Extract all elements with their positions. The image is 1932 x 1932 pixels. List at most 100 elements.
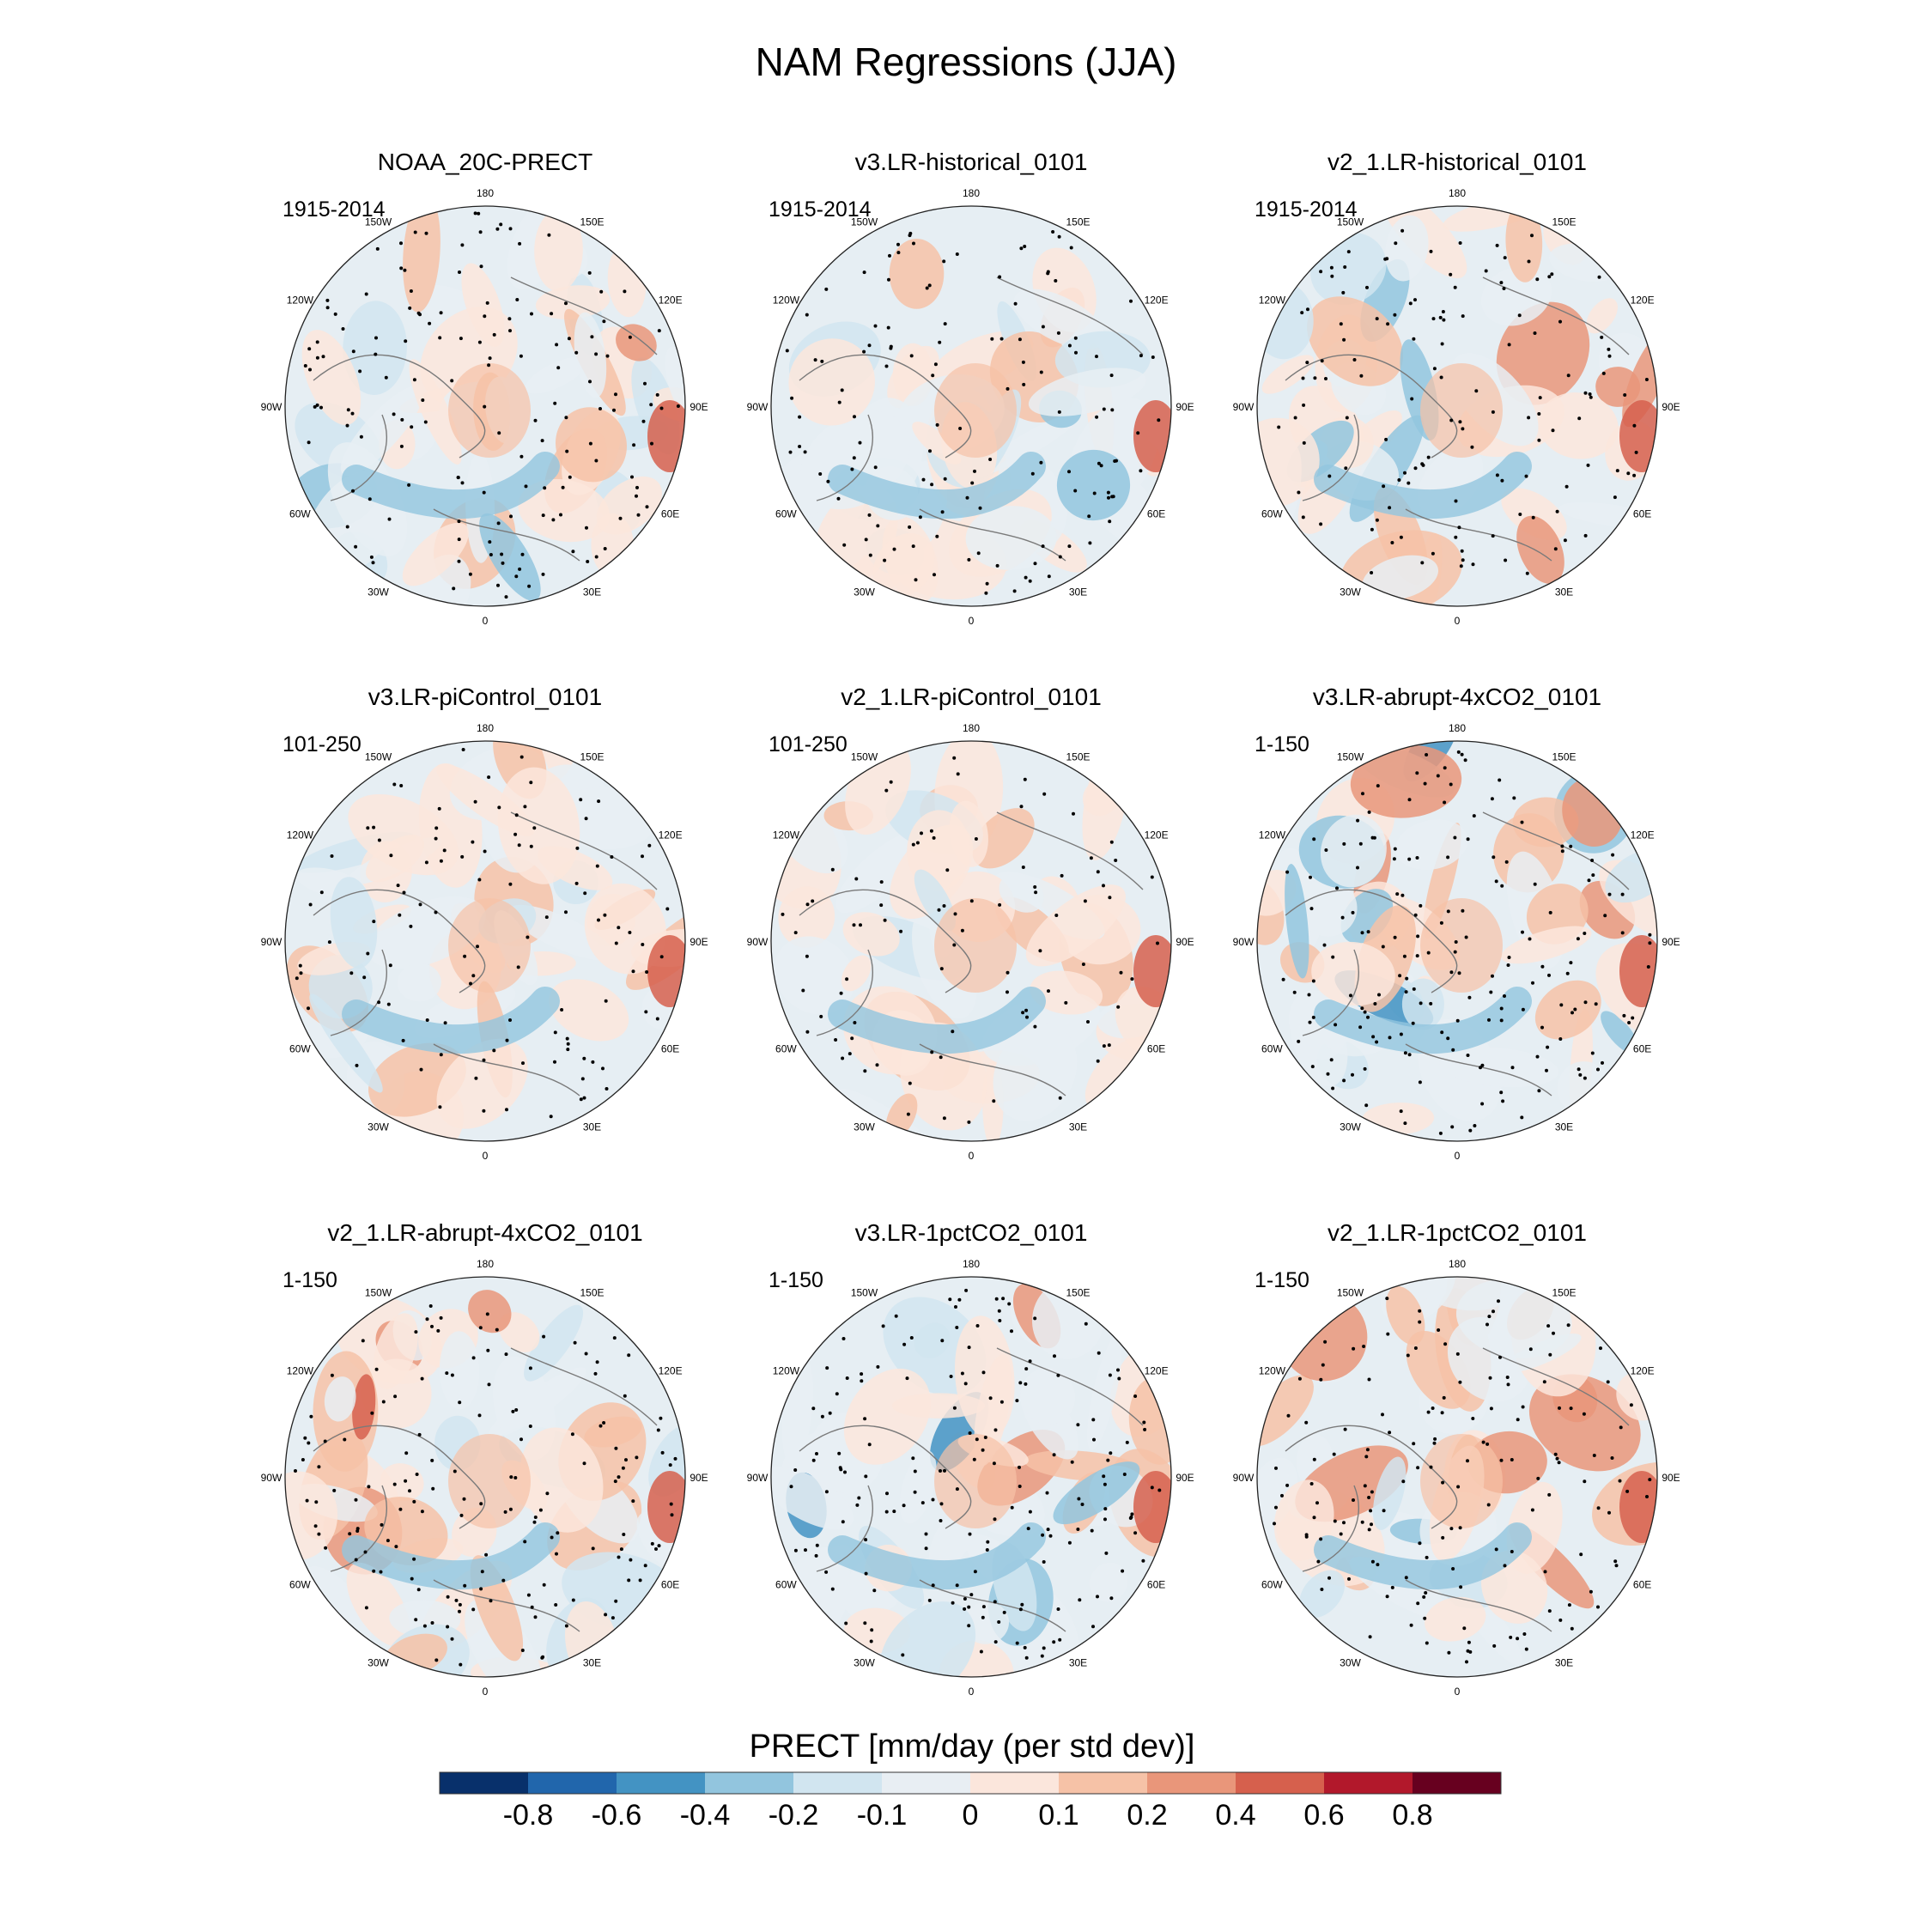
significance-dot (1447, 1650, 1451, 1655)
anomaly-patch (468, 1290, 512, 1334)
significance-dot (624, 1458, 628, 1462)
significance-dot (1501, 1099, 1505, 1103)
significance-dot (1335, 886, 1339, 890)
significance-dot (370, 1411, 374, 1415)
significance-dot (1024, 575, 1028, 580)
significance-dot (407, 483, 411, 487)
significance-dot (1381, 945, 1385, 949)
longitude-label: 150W (1337, 216, 1364, 228)
anomaly-patch (1307, 296, 1404, 386)
significance-dot (932, 835, 936, 840)
significance-dot (1073, 336, 1078, 340)
significance-dot (550, 312, 554, 316)
significance-dot (951, 1030, 955, 1034)
significance-dot (1583, 533, 1588, 538)
coastline (1285, 354, 1458, 459)
significance-dot (864, 1474, 868, 1479)
significance-dot (1293, 416, 1297, 420)
significance-dot (948, 1297, 952, 1302)
significance-dot (1426, 1410, 1431, 1414)
significance-dot (1310, 1065, 1315, 1069)
map-field (285, 206, 685, 606)
panel-title: v2_1.LR-piControl_0101 (841, 683, 1102, 710)
significance-dot (955, 252, 959, 256)
significance-dot (1543, 1570, 1547, 1574)
significance-dot (1550, 272, 1554, 276)
significance-dot (1494, 879, 1498, 884)
anomaly-patch (974, 411, 1082, 477)
longitude-label: 30E (583, 1657, 601, 1669)
anomaly-patch (1028, 368, 1146, 416)
significance-dot (513, 1476, 518, 1479)
significance-dot (1531, 981, 1534, 985)
longitude-label: 150E (1552, 216, 1576, 228)
significance-dot (1095, 355, 1098, 359)
anomaly-patch (301, 330, 361, 426)
significance-dot (906, 1112, 910, 1116)
significance-dot (819, 1014, 823, 1018)
significance-dot (508, 1507, 513, 1511)
longitude-label: 60W (289, 1579, 311, 1591)
significance-dot (981, 1448, 985, 1452)
anomaly-patch (1496, 301, 1590, 405)
longitude-label: 90W (747, 1472, 769, 1484)
significance-dot (375, 246, 380, 251)
significance-dot (649, 403, 653, 407)
longitude-label: 30W (368, 586, 389, 598)
significance-dot (555, 1552, 558, 1556)
significance-dot (627, 1353, 631, 1358)
significance-dot (1485, 1442, 1490, 1446)
significance-dot (332, 1488, 337, 1492)
significance-dot (1407, 798, 1412, 802)
significance-dot (499, 222, 503, 227)
anomaly-patch (1056, 449, 1131, 521)
significance-dot (1365, 285, 1369, 289)
significance-dot (476, 945, 479, 949)
anomaly-patch (1297, 878, 1358, 937)
map-boundary (770, 1276, 1172, 1678)
significance-dot (613, 1479, 617, 1484)
significance-dot (969, 1593, 974, 1597)
significance-dot (842, 543, 847, 547)
significance-dot (1521, 1405, 1525, 1409)
significance-dot (1002, 1610, 1006, 1614)
map-boundary (284, 1276, 686, 1678)
significance-dot (945, 868, 950, 872)
significance-dot (1121, 1569, 1125, 1573)
longitude-label: 60W (775, 1043, 797, 1055)
significance-dot (1102, 1044, 1106, 1048)
longitude-label: 90E (690, 936, 708, 948)
significance-dot (533, 1516, 538, 1519)
map-panel: v2_1.LR-1pctCO2_01011-150180150E120E90E6… (1233, 1219, 1680, 1698)
significance-dot (876, 524, 880, 528)
longitude-label: 30W (1340, 1657, 1361, 1669)
significance-dot (519, 354, 523, 358)
significance-dot (541, 513, 545, 518)
significance-dot (1481, 1440, 1485, 1444)
significance-dot (1606, 1380, 1610, 1384)
significance-dot (853, 415, 856, 419)
significance-dot (1570, 1626, 1574, 1631)
significance-dot (1632, 423, 1637, 428)
significance-dot (1404, 990, 1408, 994)
longitude-label: 150W (365, 750, 392, 762)
significance-dot (1471, 562, 1475, 567)
significance-dot (1530, 234, 1534, 238)
colorbar-swatch (528, 1772, 617, 1794)
significance-dot (324, 1546, 328, 1550)
longitude-label: 120W (1259, 295, 1286, 307)
significance-dot (967, 1346, 971, 1350)
significance-dot (896, 242, 900, 246)
significance-dot (1358, 1025, 1363, 1030)
significance-dot (496, 521, 501, 526)
significance-dot (1418, 1080, 1422, 1084)
significance-dot (629, 1558, 633, 1562)
significance-dot (1151, 355, 1155, 359)
significance-dot (1590, 859, 1595, 862)
significance-dot (1588, 392, 1592, 396)
significance-dot (386, 1539, 390, 1543)
significance-dot (1157, 418, 1161, 422)
significance-dot (1648, 1478, 1652, 1482)
colorbar-swatch (882, 1772, 970, 1794)
significance-dot (1533, 331, 1537, 335)
